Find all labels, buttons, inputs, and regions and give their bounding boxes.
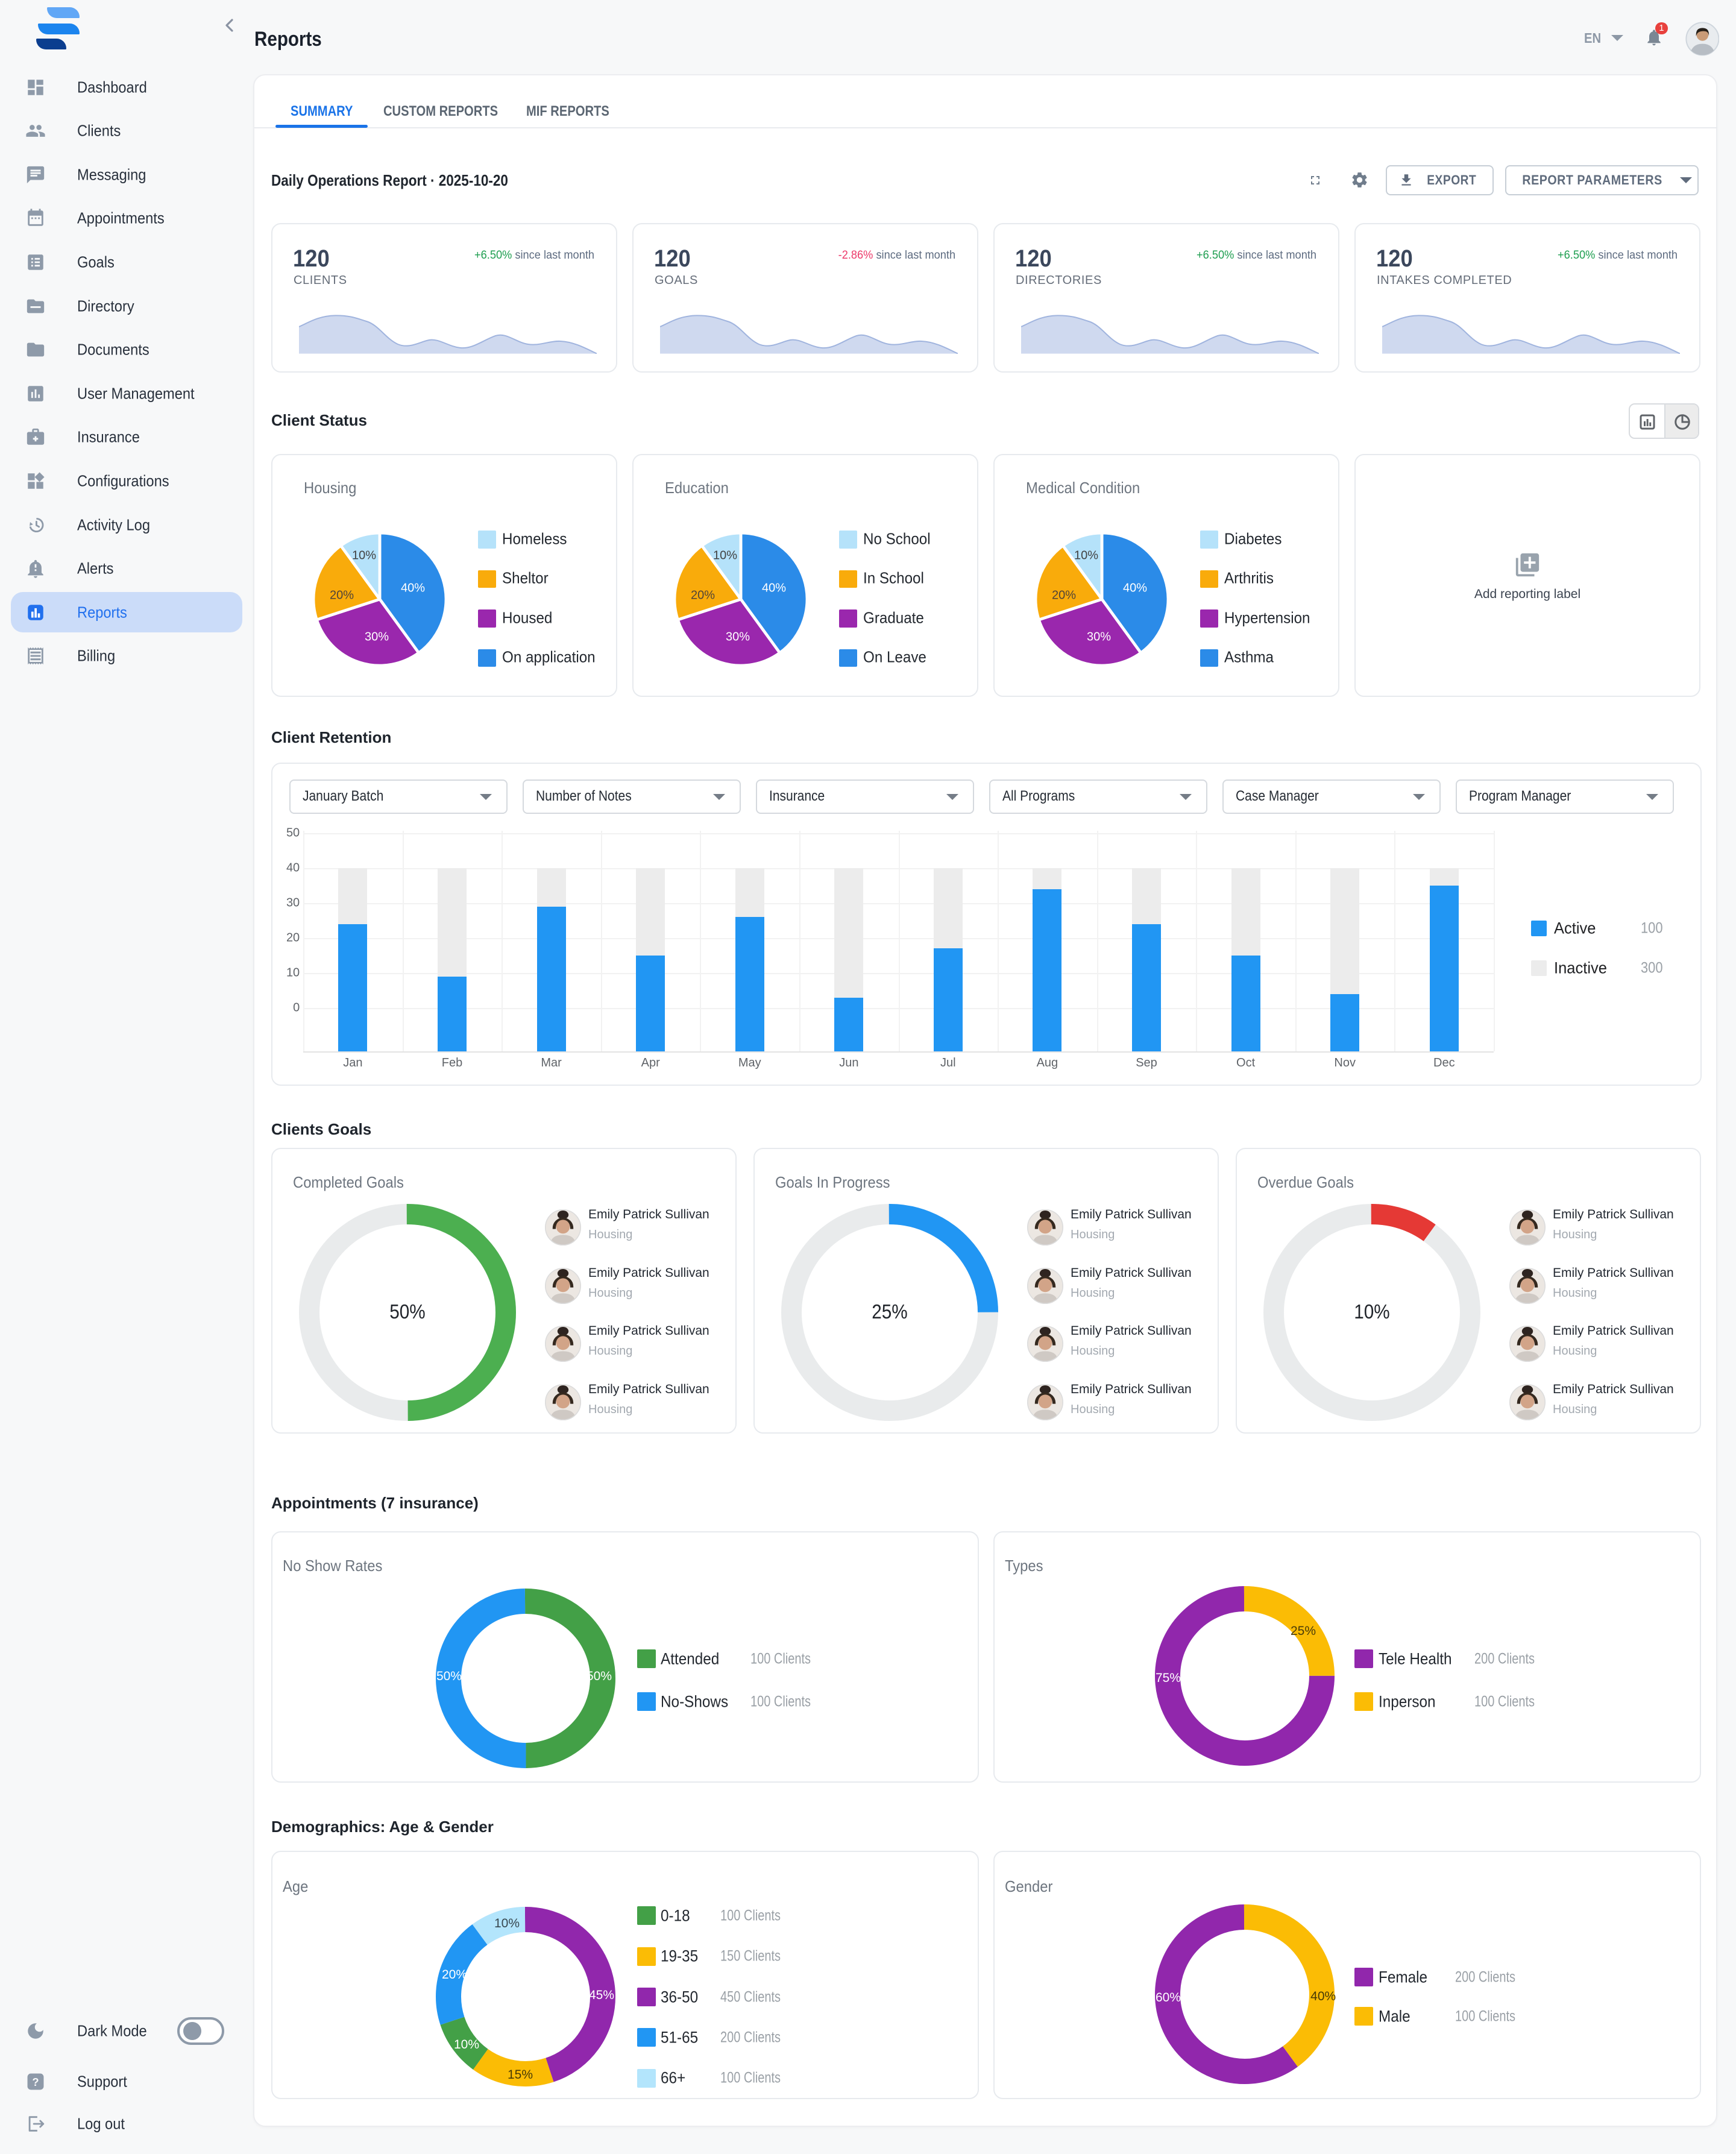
- svg-text:?: ?: [32, 2076, 39, 2088]
